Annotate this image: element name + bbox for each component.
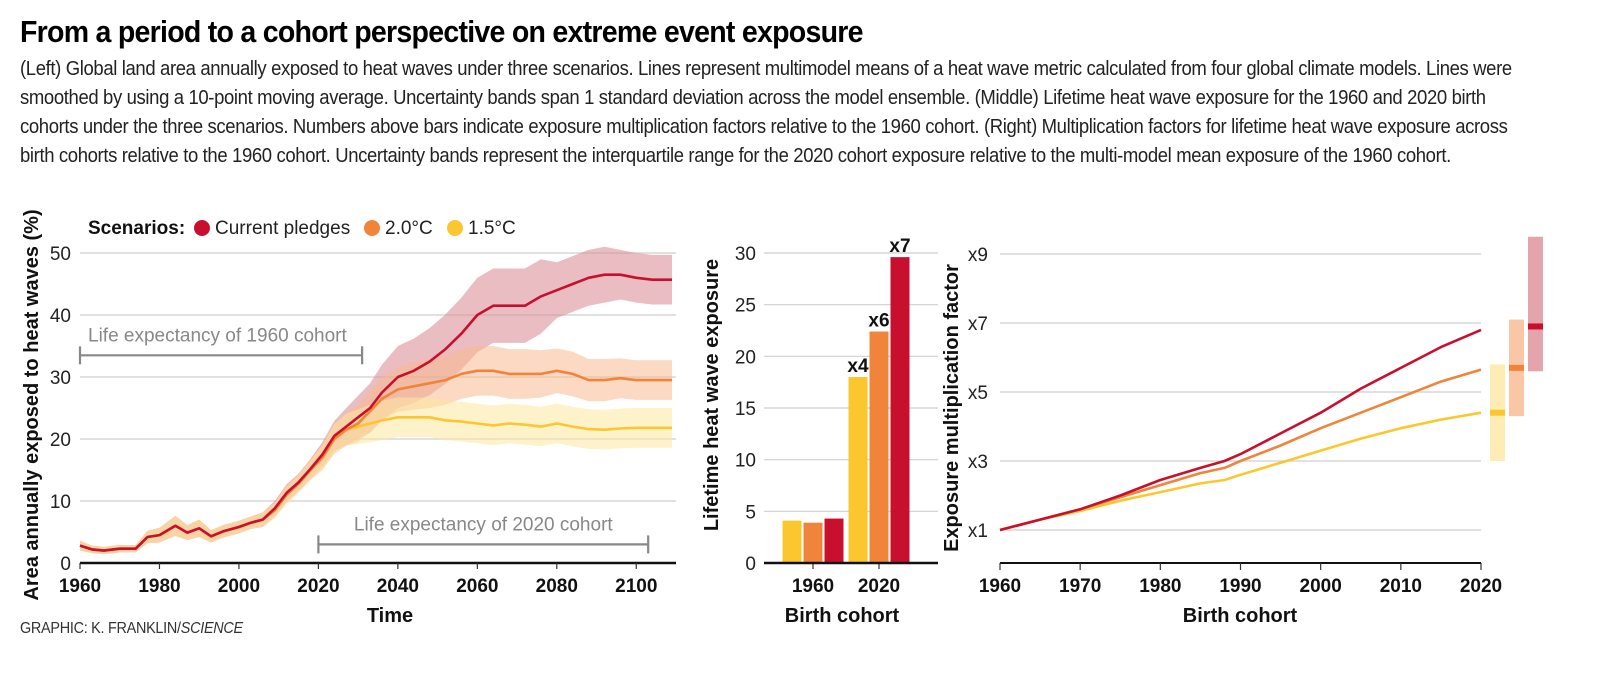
left-chart-area-exposed: 0 10 20 30 40 50 Life expectancy of 1960 cohor… bbox=[50, 244, 676, 597]
legend-label-2c: 2.0°C bbox=[385, 218, 433, 239]
left-x-tick-2020: 2020 bbox=[297, 576, 339, 597]
right-x-tick-1980: 1980 bbox=[1139, 576, 1181, 597]
legend-label-15c: 1.5°C bbox=[468, 218, 516, 239]
left-y-tick-40: 40 bbox=[50, 306, 71, 327]
left-y-tick-20: 20 bbox=[50, 430, 71, 451]
right-line-2c bbox=[999, 368, 1482, 532]
bar-1960-2c bbox=[803, 522, 823, 563]
bar-label-2020-2c: x6 bbox=[868, 311, 889, 332]
middle-y-tick-30: 30 bbox=[735, 244, 756, 265]
right-y-tick-1: x1 bbox=[968, 521, 988, 542]
middle-y-axis-label: Lifetime heat wave exposure bbox=[701, 259, 723, 531]
right-x-tick-2020: 2020 bbox=[1460, 576, 1502, 597]
life-expectancy-1960-label: Life expectancy of 1960 cohort bbox=[88, 325, 348, 346]
right-y-tick-9: x9 bbox=[968, 245, 988, 266]
legend-swatch-current bbox=[194, 220, 210, 236]
left-line-current-pledges bbox=[79, 273, 672, 552]
right-y-tick-3: x3 bbox=[968, 452, 988, 473]
uncertainty-band-current-pledges bbox=[1528, 236, 1543, 372]
legend-label-current: Current pledges bbox=[215, 218, 350, 239]
bar-2020-15c bbox=[848, 377, 868, 563]
right-x-tick-2010: 2010 bbox=[1380, 576, 1422, 597]
right-y-tick-5: x5 bbox=[968, 383, 988, 404]
credit-source: SCIENCE bbox=[180, 620, 243, 637]
middle-x-axis-label: Birth cohort bbox=[785, 605, 900, 627]
figure-caption: (Left) Global land area annually exposed… bbox=[20, 58, 1512, 167]
left-y-tick-10: 10 bbox=[50, 492, 71, 513]
middle-chart-lifetime-exposure: 0 5 10 15 20 25 30 1960 x4 x6 x7 2020 bbox=[735, 236, 938, 597]
legend-swatch-2c bbox=[364, 220, 380, 236]
middle-y-tick-0: 0 bbox=[745, 554, 756, 575]
left-x-tick-2000: 2000 bbox=[218, 576, 260, 597]
right-x-tick-1990: 1990 bbox=[1219, 576, 1261, 597]
legend: Scenarios: Current pledges 2.0°C 1.5°C bbox=[88, 218, 516, 239]
uncertainty-median-15c bbox=[1490, 409, 1505, 416]
right-x-tick-1960: 1960 bbox=[979, 576, 1021, 597]
right-x-tick-1970: 1970 bbox=[1059, 576, 1101, 597]
life-expectancy-2020-label: Life expectancy of 2020 cohort bbox=[354, 514, 614, 535]
bar-1960-current-pledges bbox=[824, 518, 844, 563]
bar-1960-15c bbox=[782, 520, 802, 563]
right-x-axis-label: Birth cohort bbox=[1183, 605, 1298, 627]
legend-swatch-15c bbox=[447, 220, 463, 236]
middle-x-tick-2020: 2020 bbox=[858, 576, 900, 597]
left-x-tick-2040: 2040 bbox=[377, 576, 419, 597]
middle-y-tick-15: 15 bbox=[735, 399, 756, 420]
uncertainty-median-2c bbox=[1509, 364, 1524, 371]
right-line-15c bbox=[999, 411, 1482, 532]
right-y-axis-label: Exposure multiplication factor bbox=[941, 264, 963, 552]
left-y-tick-0: 0 bbox=[60, 554, 71, 575]
middle-x-tick-1960: 1960 bbox=[792, 576, 834, 597]
right-y-tick-7: x7 bbox=[968, 314, 988, 335]
left-x-axis-label: Time bbox=[367, 605, 413, 627]
left-x-tick-2100: 2100 bbox=[615, 576, 657, 597]
middle-y-tick-10: 10 bbox=[735, 451, 756, 472]
middle-y-tick-20: 20 bbox=[735, 347, 756, 368]
graphic-credit: GRAPHIC: K. FRANKLIN/SCIENCE bbox=[20, 620, 243, 638]
bar-2020-current-pledges bbox=[890, 257, 910, 563]
middle-y-tick-25: 25 bbox=[735, 296, 756, 317]
bar-label-2020-15c: x4 bbox=[847, 356, 869, 377]
middle-y-tick-5: 5 bbox=[745, 502, 756, 523]
left-x-tick-2080: 2080 bbox=[536, 576, 578, 597]
right-line-current-pledges bbox=[999, 328, 1482, 532]
left-y-tick-50: 50 bbox=[50, 244, 71, 265]
credit-prefix: GRAPHIC: K. FRANKLIN/ bbox=[20, 620, 181, 637]
bar-2020-2c bbox=[869, 331, 889, 563]
left-y-axis-label: Area annually exposed to heat waves (%) bbox=[21, 209, 43, 600]
left-y-tick-30: 30 bbox=[50, 368, 71, 389]
left-band-2c bbox=[80, 346, 672, 555]
legend-title: Scenarios: bbox=[88, 218, 185, 239]
right-chart-multiplication-factor: x1 x3 x5 x7 x9 1960 1970 1980 1990 2000 2010 2020 bbox=[968, 236, 1543, 597]
uncertainty-median-current-pledges bbox=[1528, 323, 1543, 330]
bar-label-2020-current-pledges: x7 bbox=[889, 236, 910, 257]
right-x-tick-2000: 2000 bbox=[1300, 576, 1342, 597]
left-x-tick-1960: 1960 bbox=[59, 576, 101, 597]
left-x-tick-1980: 1980 bbox=[138, 576, 180, 597]
left-band-15c bbox=[80, 397, 672, 555]
page-title: From a period to a cohort perspective on… bbox=[20, 14, 864, 49]
left-x-tick-2060: 2060 bbox=[456, 576, 498, 597]
